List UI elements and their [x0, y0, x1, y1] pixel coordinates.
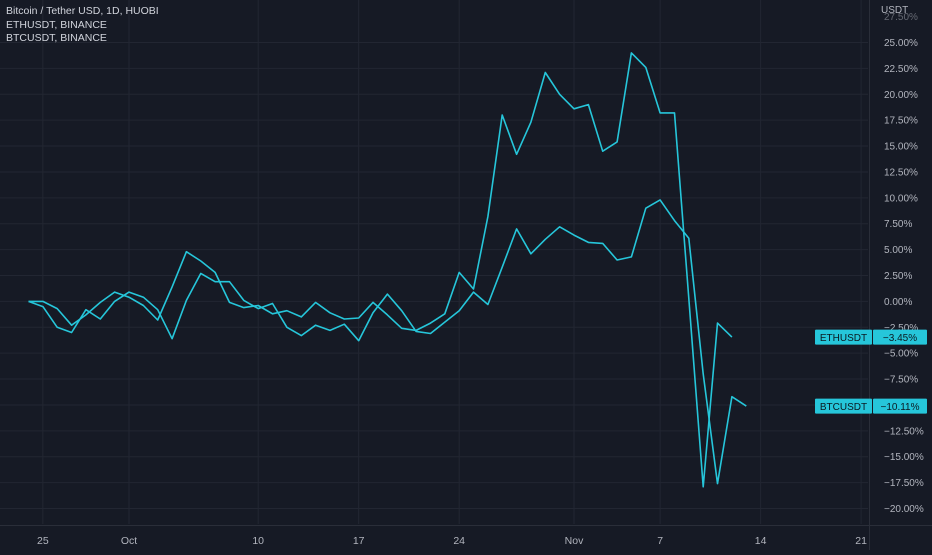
x-tick-label: Nov — [565, 535, 584, 547]
badge-value-bg — [873, 329, 927, 345]
y-tick-label: −7.50% — [884, 375, 918, 386]
x-tick-label: 21 — [855, 535, 867, 547]
y-tick-label: 7.50% — [884, 219, 912, 230]
badge-name-bg — [815, 398, 872, 414]
legend-series-btc[interactable]: BTCUSDT, BINANCE — [6, 32, 107, 44]
y-tick-label: −20.00% — [884, 504, 924, 515]
badge-value-text: −10.11% — [880, 402, 919, 413]
x-tick-label: 25 — [37, 535, 49, 547]
badge-name-text: BTCUSDT — [820, 402, 867, 413]
x-tick-label: 7 — [657, 535, 663, 547]
badge-name-text: ETHUSDT — [820, 333, 867, 344]
badge-btcusdt: BTCUSDT −10.11% — [815, 398, 927, 414]
y-tick-label-clipped: 27.50% — [884, 12, 918, 23]
badge-value-text: −3.45% — [883, 333, 917, 344]
x-tick-label: Oct — [121, 535, 137, 547]
y-tick-label: 12.50% — [884, 167, 918, 178]
badge-value-bg — [873, 398, 927, 414]
y-tick-label: −15.00% — [884, 452, 924, 463]
x-tick-label: 10 — [252, 535, 264, 547]
axis-currency-label: USDT — [881, 5, 909, 16]
time-axis[interactable]: 25 Oct 10 17 24 Nov 7 14 21 — [37, 535, 867, 547]
last-value-badges: ETHUSDT −3.45% BTCUSDT −10.11% — [815, 329, 927, 414]
y-tick-label: 25.00% — [884, 38, 918, 49]
x-tick-label: 24 — [453, 535, 465, 547]
price-axis[interactable]: 25.00% 22.50% 20.00% 17.50% 15.00% 12.50% 10.0… — [884, 12, 924, 515]
x-tick-label: 14 — [755, 535, 767, 547]
y-tick-label: 17.50% — [884, 116, 918, 127]
series-line-btcusdt — [28, 199, 747, 485]
y-tick-label: 20.00% — [884, 90, 918, 101]
x-tick-label: 17 — [353, 535, 365, 547]
chart-legend[interactable]: Bitcoin / Tether USD, 1D, HUOBI ETHUSDT,… — [6, 5, 159, 46]
y-tick-label: −5.00% — [884, 349, 918, 360]
y-tick-label: 10.00% — [884, 193, 918, 204]
y-tick-label: 2.50% — [884, 271, 912, 282]
y-tick-label: 0.00% — [884, 297, 912, 308]
legend-main-symbol[interactable]: Bitcoin / Tether USD, 1D, HUOBI — [6, 5, 159, 17]
y-tick-label: 15.00% — [884, 142, 918, 153]
y-tick-label: −2.50% — [884, 323, 918, 334]
y-tick-label: 5.00% — [884, 245, 912, 256]
series-layer — [28, 52, 747, 488]
y-tick-label: −12.50% — [884, 426, 924, 437]
badge-ethusdt: ETHUSDT −3.45% — [815, 329, 927, 345]
badge-name-bg — [815, 329, 872, 345]
y-tick-label: 22.50% — [884, 64, 918, 75]
y-tick-label: −17.50% — [884, 478, 924, 489]
series-line-ethusdt — [28, 52, 733, 488]
legend-series-eth[interactable]: ETHUSDT, BINANCE — [6, 18, 107, 31]
